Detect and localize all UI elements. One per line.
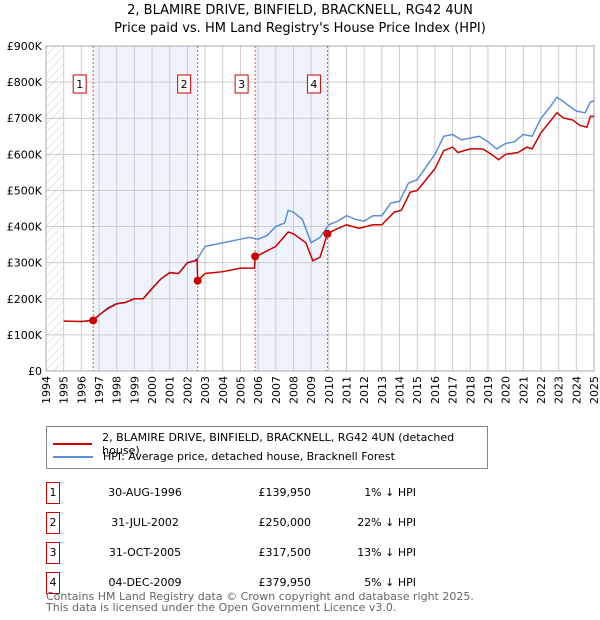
shaded-period: [93, 46, 198, 371]
sale-date: 31-JUL-2002: [111, 516, 179, 529]
x-tick-label: 2011: [341, 376, 354, 404]
sale-price: £250,000: [258, 516, 312, 529]
x-tick-label: 2001: [164, 376, 177, 404]
x-tick-label: 2008: [287, 376, 300, 404]
sale-price: £317,500: [258, 546, 312, 559]
sale-point: [251, 252, 260, 261]
pre-data-hatch: [46, 46, 64, 371]
y-tick-label: £600K: [7, 148, 43, 161]
sale-point: [89, 316, 98, 325]
sale-number: 4: [46, 572, 60, 594]
x-tick-label: 2009: [305, 376, 318, 404]
sale-label-box: [177, 74, 192, 94]
chart-subtitle: Price paid vs. HM Land Registry's House …: [114, 21, 486, 36]
series-line-price: [63, 111, 594, 323]
y-tick-label: £0: [28, 365, 42, 378]
x-tick-label: 2005: [234, 376, 247, 404]
sale-point: [323, 229, 332, 238]
sale-number: 3: [46, 542, 60, 564]
x-tick-label: 1994: [40, 376, 53, 404]
x-tick-label: 1997: [93, 376, 106, 404]
shaded-period: [255, 46, 328, 371]
sale-row: 1 30-AUG-1996 £139,950 1% ↓ HPI: [46, 482, 416, 504]
x-tick-label: 2018: [464, 376, 477, 404]
sale-point: [193, 276, 202, 285]
sale-label: 3: [238, 78, 245, 91]
x-tick-label: 2021: [517, 376, 530, 404]
y-tick-label: £500K: [7, 184, 43, 197]
footer-copyright: Contains HM Land Registry data © Crown c…: [46, 590, 474, 603]
x-tick-label: 2014: [394, 376, 407, 404]
x-tick-label: 2013: [376, 376, 389, 404]
sale-date: 30-AUG-1996: [108, 486, 182, 499]
x-tick-label: 2025: [588, 376, 600, 404]
sale-number: 1: [46, 482, 60, 504]
x-tick-label: 2006: [252, 376, 265, 404]
sale-number: 2: [46, 512, 60, 534]
x-tick-label: 2016: [429, 376, 442, 404]
x-tick-label: 2017: [447, 376, 460, 404]
x-tick-label: 2012: [358, 376, 371, 404]
legend-item-price: 2, BLAMIRE DRIVE, BINFIELD, BRACKNELL, R…: [53, 431, 487, 457]
x-tick-label: 2000: [146, 376, 159, 404]
sale-label: 2: [181, 78, 188, 91]
y-tick-label: £700K: [7, 112, 43, 125]
y-tick-label: £900K: [7, 40, 43, 53]
x-tick-label: 2003: [199, 376, 212, 404]
legend-swatch-hpi: [53, 455, 93, 458]
x-tick-label: 1996: [75, 376, 88, 404]
x-tick-label: 2020: [500, 376, 513, 404]
sale-row: 3 31-OCT-2005 £317,500 13% ↓ HPI: [46, 542, 416, 564]
chart-title: 2, BLAMIRE DRIVE, BINFIELD, BRACKNELL, R…: [127, 3, 473, 18]
legend-label-price: 2, BLAMIRE DRIVE, BINFIELD, BRACKNELL, R…: [102, 431, 455, 457]
sale-row: 4 04-DEC-2009 £379,950 5% ↓ HPI: [46, 572, 416, 594]
footer-licence: This data is licensed under the Open Gov…: [46, 601, 397, 614]
x-tick-label: 2023: [553, 376, 566, 404]
x-tick-label: 2010: [323, 376, 336, 404]
sale-hpi-diff: 1% ↓ HPI: [364, 486, 416, 499]
legend: 2, BLAMIRE DRIVE, BINFIELD, BRACKNELL, R…: [46, 426, 488, 469]
sale-hpi-diff: 13% ↓ HPI: [357, 546, 416, 559]
y-tick-label: £800K: [7, 76, 43, 89]
x-tick-label: 1995: [58, 376, 71, 404]
y-tick-label: £100K: [7, 329, 43, 342]
sale-label: 4: [310, 78, 317, 91]
y-tick-label: £400K: [7, 221, 43, 234]
sale-hpi-diff: 22% ↓ HPI: [357, 516, 416, 529]
sale-date: 04-DEC-2009: [108, 576, 182, 589]
sale-hpi-diff: 5% ↓ HPI: [364, 576, 416, 589]
x-tick-label: 2015: [411, 376, 424, 404]
y-tick-label: £300K: [7, 257, 43, 270]
legend-label-hpi: HPI: Average price, detached house, Brac…: [103, 450, 395, 463]
x-tick-label: 2002: [181, 376, 194, 404]
legend-swatch-price: [53, 443, 93, 445]
sale-price: £139,950: [258, 486, 312, 499]
sale-label-box: [72, 74, 87, 94]
x-tick-label: 1999: [128, 376, 141, 404]
x-tick-label: 2004: [217, 376, 230, 404]
sale-price: £379,950: [258, 576, 312, 589]
x-tick-label: 2024: [570, 376, 583, 404]
x-tick-label: 2022: [535, 376, 548, 404]
sale-row: 2 31-JUL-2002 £250,000 22% ↓ HPI: [46, 512, 416, 534]
x-tick-label: 1998: [111, 376, 124, 404]
x-tick-label: 2019: [482, 376, 495, 404]
y-tick-label: £200K: [7, 293, 43, 306]
sale-label: 1: [76, 78, 83, 91]
sale-label-box: [234, 74, 249, 94]
x-tick-label: 2007: [270, 376, 283, 404]
sale-label-box: [306, 74, 321, 94]
legend-item-hpi: HPI: Average price, detached house, Brac…: [53, 450, 395, 463]
sale-date: 31-OCT-2005: [108, 546, 182, 559]
price-chart: 1994 1995 1996 1997 1998 1999 2000 2001 2002 2003…: [7, 40, 600, 404]
plot-border: [45, 45, 595, 372]
